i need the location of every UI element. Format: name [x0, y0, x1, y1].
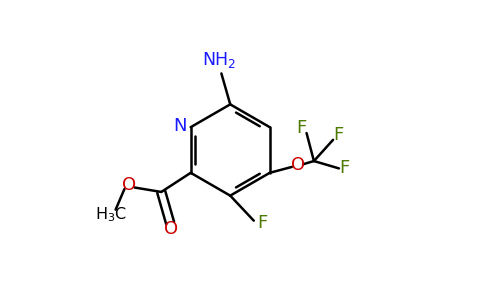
Text: NH$_2$: NH$_2$ [202, 50, 236, 70]
Text: O: O [165, 220, 179, 238]
Text: O: O [122, 176, 136, 194]
Text: F: F [340, 159, 350, 177]
Text: F: F [333, 125, 344, 143]
Text: H$_3$C: H$_3$C [95, 206, 127, 224]
Text: O: O [291, 157, 305, 175]
Text: N: N [173, 117, 186, 135]
Text: F: F [296, 119, 306, 137]
Text: F: F [257, 214, 268, 232]
